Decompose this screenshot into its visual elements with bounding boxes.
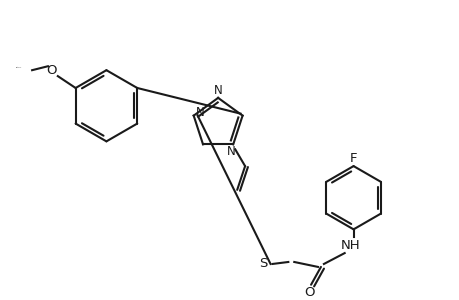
Text: N: N <box>213 85 222 98</box>
Text: O: O <box>46 64 57 77</box>
Text: methoxy: methoxy <box>16 67 22 68</box>
Text: NH: NH <box>340 239 360 252</box>
Text: N: N <box>196 106 205 119</box>
Text: O: O <box>303 286 313 299</box>
Text: N: N <box>226 145 235 158</box>
Text: F: F <box>349 152 357 165</box>
Text: S: S <box>259 257 267 271</box>
